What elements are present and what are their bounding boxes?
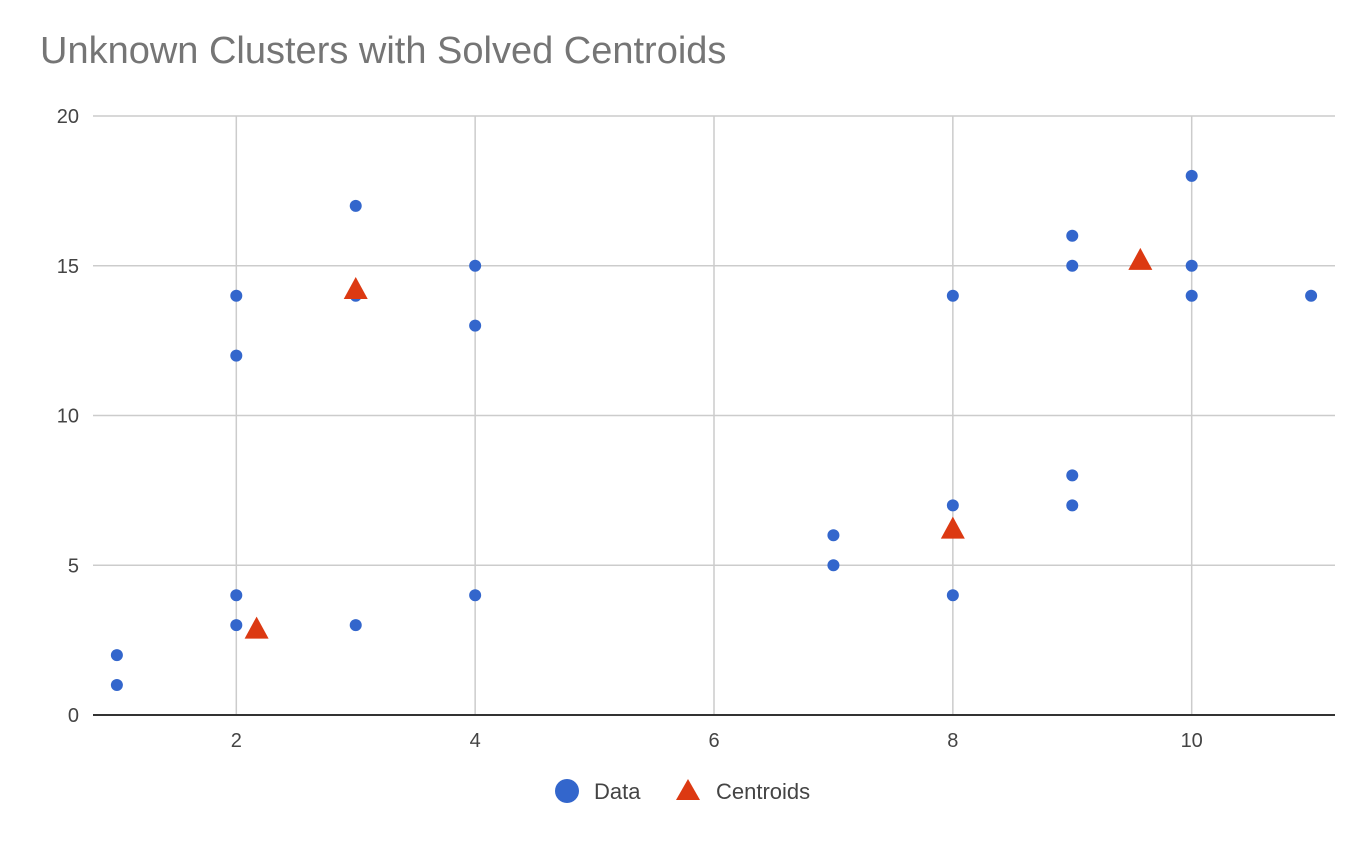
centroid-marker	[343, 276, 368, 299]
grid-lines	[93, 115, 1335, 715]
data-point	[1185, 259, 1198, 272]
data-point	[1066, 229, 1079, 242]
data-point	[1305, 289, 1318, 302]
legend-data-marker	[555, 779, 579, 803]
y-tick-label: 20	[57, 106, 79, 128]
centroid-marker	[244, 616, 269, 639]
legend-data-label: Data	[594, 779, 641, 804]
data-point	[1185, 289, 1198, 302]
data-point	[469, 589, 482, 602]
data-point	[110, 649, 123, 662]
data-point	[469, 259, 482, 272]
series-data	[110, 169, 1318, 692]
data-point	[946, 289, 959, 302]
legend: Data Centroids	[555, 779, 810, 804]
x-tick-label: 8	[947, 730, 958, 752]
data-point	[230, 589, 243, 602]
y-tick-label: 15	[57, 256, 79, 278]
data-points	[110, 169, 1318, 692]
x-tick-label: 2	[231, 730, 242, 752]
y-tick-label: 10	[57, 406, 79, 428]
series-centroids	[244, 247, 1153, 639]
data-point	[946, 499, 959, 512]
centroid-marker	[1128, 247, 1153, 270]
data-point	[230, 349, 243, 362]
data-point	[110, 679, 123, 692]
legend-centroids-marker	[676, 779, 700, 800]
x-tick-label: 10	[1181, 730, 1203, 752]
data-point	[827, 529, 840, 542]
data-point	[946, 589, 959, 602]
axes: 0 5 10 15 20 2 4 6 8 10	[57, 106, 1335, 752]
data-point	[1185, 169, 1198, 182]
y-tick-label: 5	[68, 555, 79, 577]
data-point	[349, 199, 362, 212]
data-point	[349, 619, 362, 632]
data-point	[469, 319, 482, 332]
data-point	[230, 289, 243, 302]
data-point	[230, 619, 243, 632]
chart-title: Unknown Clusters with Solved Centroids	[40, 30, 727, 72]
data-point	[1066, 469, 1079, 482]
y-tick-label: 0	[68, 705, 79, 727]
x-tick-label: 6	[708, 730, 719, 752]
data-point	[827, 559, 840, 572]
legend-centroids-label: Centroids	[716, 779, 810, 804]
data-point	[1066, 259, 1079, 272]
data-point	[1066, 499, 1079, 512]
x-tick-label: 4	[470, 730, 481, 752]
centroid-marker	[940, 516, 965, 539]
